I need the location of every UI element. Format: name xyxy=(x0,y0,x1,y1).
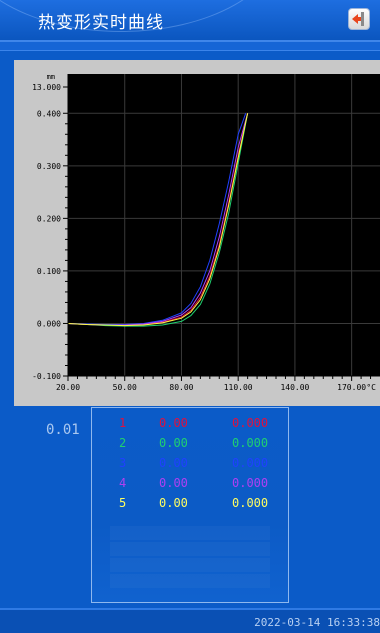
sub-bar xyxy=(0,42,380,51)
readout-row: 4 0.00 0.000 xyxy=(92,474,290,494)
status-bar: 2022-03-14 16:33:38 xyxy=(0,608,380,633)
y-top-label: 13.000 xyxy=(32,83,61,92)
readout-row: 5 0.00 0.000 xyxy=(92,494,290,514)
y-tick-label: -0.100 xyxy=(32,372,61,381)
readout-value: 0.00 xyxy=(159,456,188,470)
readout-row: 1 0.00 0.000 xyxy=(92,414,290,434)
y-tick-label: 0.100 xyxy=(37,267,61,276)
scale-value: 0.01 xyxy=(46,422,80,438)
x-tick-label: 170.00 xyxy=(337,383,366,392)
timestamp: 2022-03-14 16:33:38 xyxy=(254,616,380,629)
empty-row xyxy=(110,558,270,572)
empty-row xyxy=(110,526,270,540)
readout-index: 2 xyxy=(119,436,126,450)
readout-deformation: 0.000 xyxy=(232,456,268,470)
readout-index: 5 xyxy=(119,496,126,510)
readout-value: 0.00 xyxy=(159,416,188,430)
readout-index: 4 xyxy=(119,476,126,490)
readout-deformation: 0.000 xyxy=(232,416,268,430)
readout-deformation: 0.000 xyxy=(232,496,268,510)
back-button[interactable] xyxy=(348,8,370,30)
readout-deformation: 0.000 xyxy=(232,476,268,490)
exit-arrow-icon xyxy=(349,9,369,29)
y-axis-unit: mm xyxy=(47,73,55,81)
x-tick-label: 50.00 xyxy=(113,383,137,392)
x-tick-label: 80.00 xyxy=(169,383,193,392)
x-tick-label: 140.00 xyxy=(280,383,309,392)
empty-row xyxy=(110,574,270,588)
x-tick-label: 20.00 xyxy=(56,383,80,392)
y-tick-label: 0.200 xyxy=(37,214,61,223)
y-tick-label: 0.000 xyxy=(37,319,61,328)
readout-row: 3 0.00 0.000 xyxy=(92,454,290,474)
page-title: 热变形实时曲线 xyxy=(38,8,164,33)
x-axis-unit: °C xyxy=(366,383,376,392)
readout-panel: 1 0.00 0.000 2 0.00 0.000 3 0.00 0.000 4 0.00 0.000… xyxy=(91,407,289,603)
empty-row xyxy=(110,542,270,556)
readout-value: 0.00 xyxy=(159,496,188,510)
y-tick-label: 0.300 xyxy=(37,162,61,171)
chart-panel: 0.400 0.300 0.200 0.100 0.000 -0.100 13.000 mm 2… xyxy=(14,60,380,406)
y-tick-label: 0.400 xyxy=(37,109,61,118)
deformation-chart: 0.400 0.300 0.200 0.100 0.000 -0.100 13.000 mm 2… xyxy=(14,60,380,406)
readout-value: 0.00 xyxy=(159,436,188,450)
readout-deformation: 0.000 xyxy=(232,436,268,450)
readout-index: 1 xyxy=(119,416,126,430)
x-tick-label: 110.00 xyxy=(224,383,253,392)
readout-row: 2 0.00 0.000 xyxy=(92,434,290,454)
readout-value: 0.00 xyxy=(159,476,188,490)
readout-index: 3 xyxy=(119,456,126,470)
title-bar: 热变形实时曲线 xyxy=(0,0,380,42)
